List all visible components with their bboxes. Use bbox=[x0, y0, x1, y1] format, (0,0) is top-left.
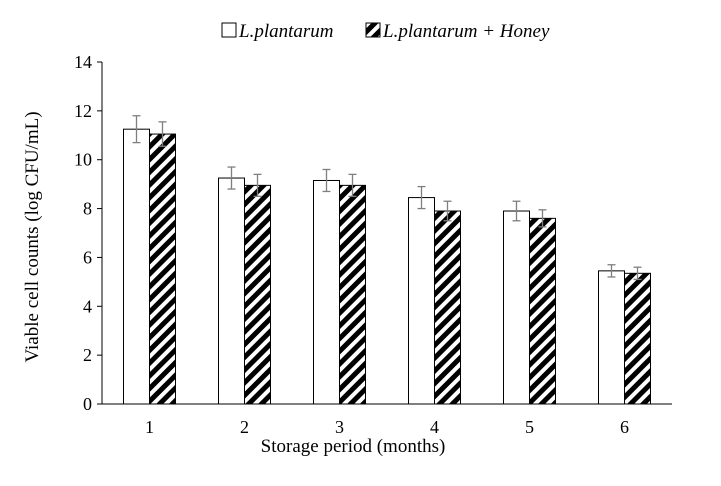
y-axis-title: Viable cell counts (log CFU/mL) bbox=[22, 111, 43, 362]
legend-swatch-plain bbox=[221, 22, 237, 38]
y-tick-label: 0 bbox=[83, 394, 92, 414]
legend-swatch-hatched bbox=[365, 22, 381, 38]
x-tick-label: 4 bbox=[430, 417, 439, 437]
x-axis-ticks: 1 2 3 4 5 6 bbox=[145, 417, 629, 437]
legend: L.plantarum L.plantarum + Honey bbox=[221, 21, 550, 42]
bar-series-2-cat-1 bbox=[149, 133, 176, 405]
error-bars bbox=[132, 115, 642, 281]
axes bbox=[101, 62, 672, 405]
y-tick-label: 8 bbox=[83, 199, 92, 219]
y-tick-label: 4 bbox=[83, 296, 92, 316]
x-tick-label: 1 bbox=[145, 417, 154, 437]
bar-series-1-cat-3 bbox=[313, 179, 340, 405]
x-tick-label: 6 bbox=[620, 417, 629, 437]
x-tick-label: 5 bbox=[525, 417, 534, 437]
bars bbox=[123, 128, 651, 405]
bar-series-1-cat-5 bbox=[503, 210, 530, 405]
bar-series-1-cat-1 bbox=[123, 128, 150, 405]
y-axis-ticks: 0 2 4 6 8 10 12 14 bbox=[74, 52, 102, 414]
x-tick-label: 2 bbox=[240, 417, 249, 437]
bar-series-2-cat-4 bbox=[434, 210, 461, 405]
bar-series-1-cat-6 bbox=[598, 270, 625, 405]
y-tick-label: 10 bbox=[74, 150, 92, 170]
y-tick-label: 6 bbox=[83, 247, 92, 267]
legend-label-series-2: L.plantarum + Honey bbox=[382, 21, 550, 42]
y-tick-label: 14 bbox=[74, 52, 92, 72]
bar-series-1-cat-2 bbox=[218, 177, 245, 405]
bar-series-2-cat-5 bbox=[529, 217, 556, 405]
bar-series-1-cat-4 bbox=[408, 197, 435, 405]
y-tick-label: 2 bbox=[83, 345, 92, 365]
legend-label-series-1: L.plantarum bbox=[238, 21, 334, 42]
bar-series-2-cat-2 bbox=[244, 184, 271, 405]
x-tick-label: 3 bbox=[335, 417, 344, 437]
bar-series-2-cat-3 bbox=[339, 184, 366, 405]
bar-series-2-cat-6 bbox=[624, 272, 651, 405]
x-axis-title: Storage period (months) bbox=[261, 436, 446, 457]
y-tick-label: 12 bbox=[74, 101, 92, 121]
